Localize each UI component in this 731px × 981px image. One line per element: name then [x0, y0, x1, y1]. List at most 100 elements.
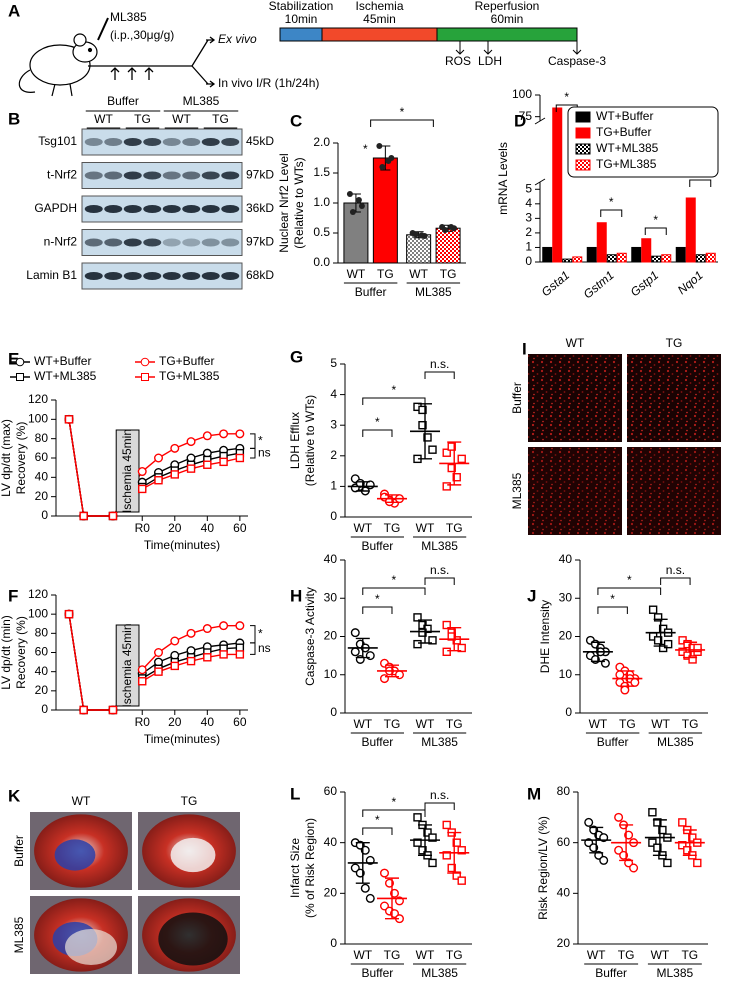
legend-marker	[141, 373, 149, 381]
y-axis-label: Nuclear Nrf2 Level	[277, 153, 291, 252]
y-tick-label: 30	[559, 590, 573, 604]
significance-label: *	[392, 795, 397, 809]
legend-label: TG+ML385	[596, 157, 657, 171]
data-point	[648, 808, 657, 817]
y-tick-label: 4	[525, 196, 532, 210]
data-point	[202, 624, 212, 634]
bar	[675, 246, 686, 263]
legend-marker	[16, 373, 24, 381]
y-tick-label: 80	[35, 431, 49, 445]
y-tick-label: 80	[35, 626, 49, 640]
significance-bracket	[250, 625, 256, 644]
dosing-arrows	[88, 36, 216, 88]
x-tick-label: TG	[682, 717, 699, 731]
data-point	[428, 636, 437, 645]
data-point	[413, 813, 422, 822]
data-point	[584, 817, 594, 827]
significance-label: n.s.	[666, 563, 685, 577]
data-point	[688, 655, 697, 664]
data-point	[349, 209, 356, 215]
data-point	[447, 632, 456, 641]
assay-arrow	[483, 41, 493, 55]
column-label: WT	[72, 794, 91, 808]
y-axis-label: Caspase-3 Activity	[303, 587, 317, 686]
panel-letter: H	[290, 586, 302, 605]
x-tick-label: WT	[416, 717, 435, 731]
sd-bar	[384, 877, 399, 920]
assay-label: Caspase-3	[548, 54, 606, 68]
phase-duration: 10min	[285, 12, 318, 26]
data-point	[418, 628, 427, 637]
blot-band	[84, 238, 103, 247]
phase-duration: 60min	[491, 12, 524, 26]
group-label: Buffer	[597, 735, 629, 749]
bar	[343, 202, 369, 264]
data-point	[186, 464, 196, 473]
x-tick-label: TG	[446, 948, 463, 962]
group-label: ML385	[421, 735, 458, 749]
blot-band	[162, 171, 181, 180]
data-point	[629, 863, 639, 873]
data-point	[385, 158, 392, 164]
timeline-phase	[436, 27, 578, 42]
y-tick-label: 4	[330, 387, 337, 401]
blot-lane: WT	[172, 112, 191, 126]
panel-letter: J	[527, 586, 536, 605]
blot-band	[162, 138, 181, 146]
blot-band	[182, 138, 201, 146]
data-point	[693, 643, 702, 653]
data-point	[678, 818, 687, 827]
legend-marker	[15, 357, 25, 367]
blot-band	[221, 272, 240, 280]
data-point	[620, 685, 630, 695]
x-tick-label: 60	[233, 521, 247, 535]
data-point	[413, 613, 422, 622]
significance-label: *	[610, 592, 615, 606]
phase-name: Ischemia	[355, 0, 403, 13]
blot-band	[162, 272, 181, 280]
blot-band	[123, 205, 142, 213]
blot-band	[201, 205, 220, 213]
sd-bar	[652, 819, 667, 857]
data-point	[447, 463, 456, 473]
blot-band	[123, 238, 142, 247]
data-point	[170, 636, 180, 646]
significance-bracket	[424, 577, 455, 585]
data-point	[137, 665, 147, 675]
heart-region	[54, 839, 96, 871]
blot-band	[84, 171, 103, 180]
y-tick-label: 30	[324, 590, 338, 604]
y-tick-label: 75	[519, 109, 533, 123]
blot-band	[84, 272, 103, 280]
x-tick-label: Nqo1	[675, 268, 706, 297]
significance-bracket	[600, 209, 623, 217]
data-point	[413, 838, 422, 847]
y-tick-label: 60	[35, 645, 49, 659]
bar	[606, 254, 617, 263]
legend-label: TG+ML385	[159, 369, 220, 383]
panel-letter: F	[8, 586, 18, 605]
data-point	[653, 613, 663, 622]
y-tick-label: 20	[559, 629, 573, 643]
group-label: Buffer	[361, 735, 393, 749]
y-tick-label: 60	[35, 450, 49, 464]
blot-row-name: Tsg101	[38, 134, 77, 148]
group-label: ML385	[656, 966, 693, 980]
blot-group: ML385	[183, 94, 220, 108]
legend-box	[567, 106, 719, 178]
group-label: ML385	[415, 285, 452, 299]
blot-band	[201, 138, 220, 146]
x-tick-label: R0	[135, 521, 151, 535]
phase-name: Stabilization	[269, 0, 334, 13]
y-tick-label: 20	[324, 629, 338, 643]
y-tick-label: 10	[324, 667, 338, 681]
x-tick-label: TG	[440, 267, 457, 281]
y-tick-label: 1	[525, 240, 532, 254]
data-point	[418, 405, 427, 415]
ischemia-box	[115, 624, 140, 707]
sd-bar	[355, 481, 370, 492]
sd-bar	[620, 670, 635, 687]
data-point	[678, 841, 687, 850]
y-tick-label: 0	[525, 254, 532, 268]
